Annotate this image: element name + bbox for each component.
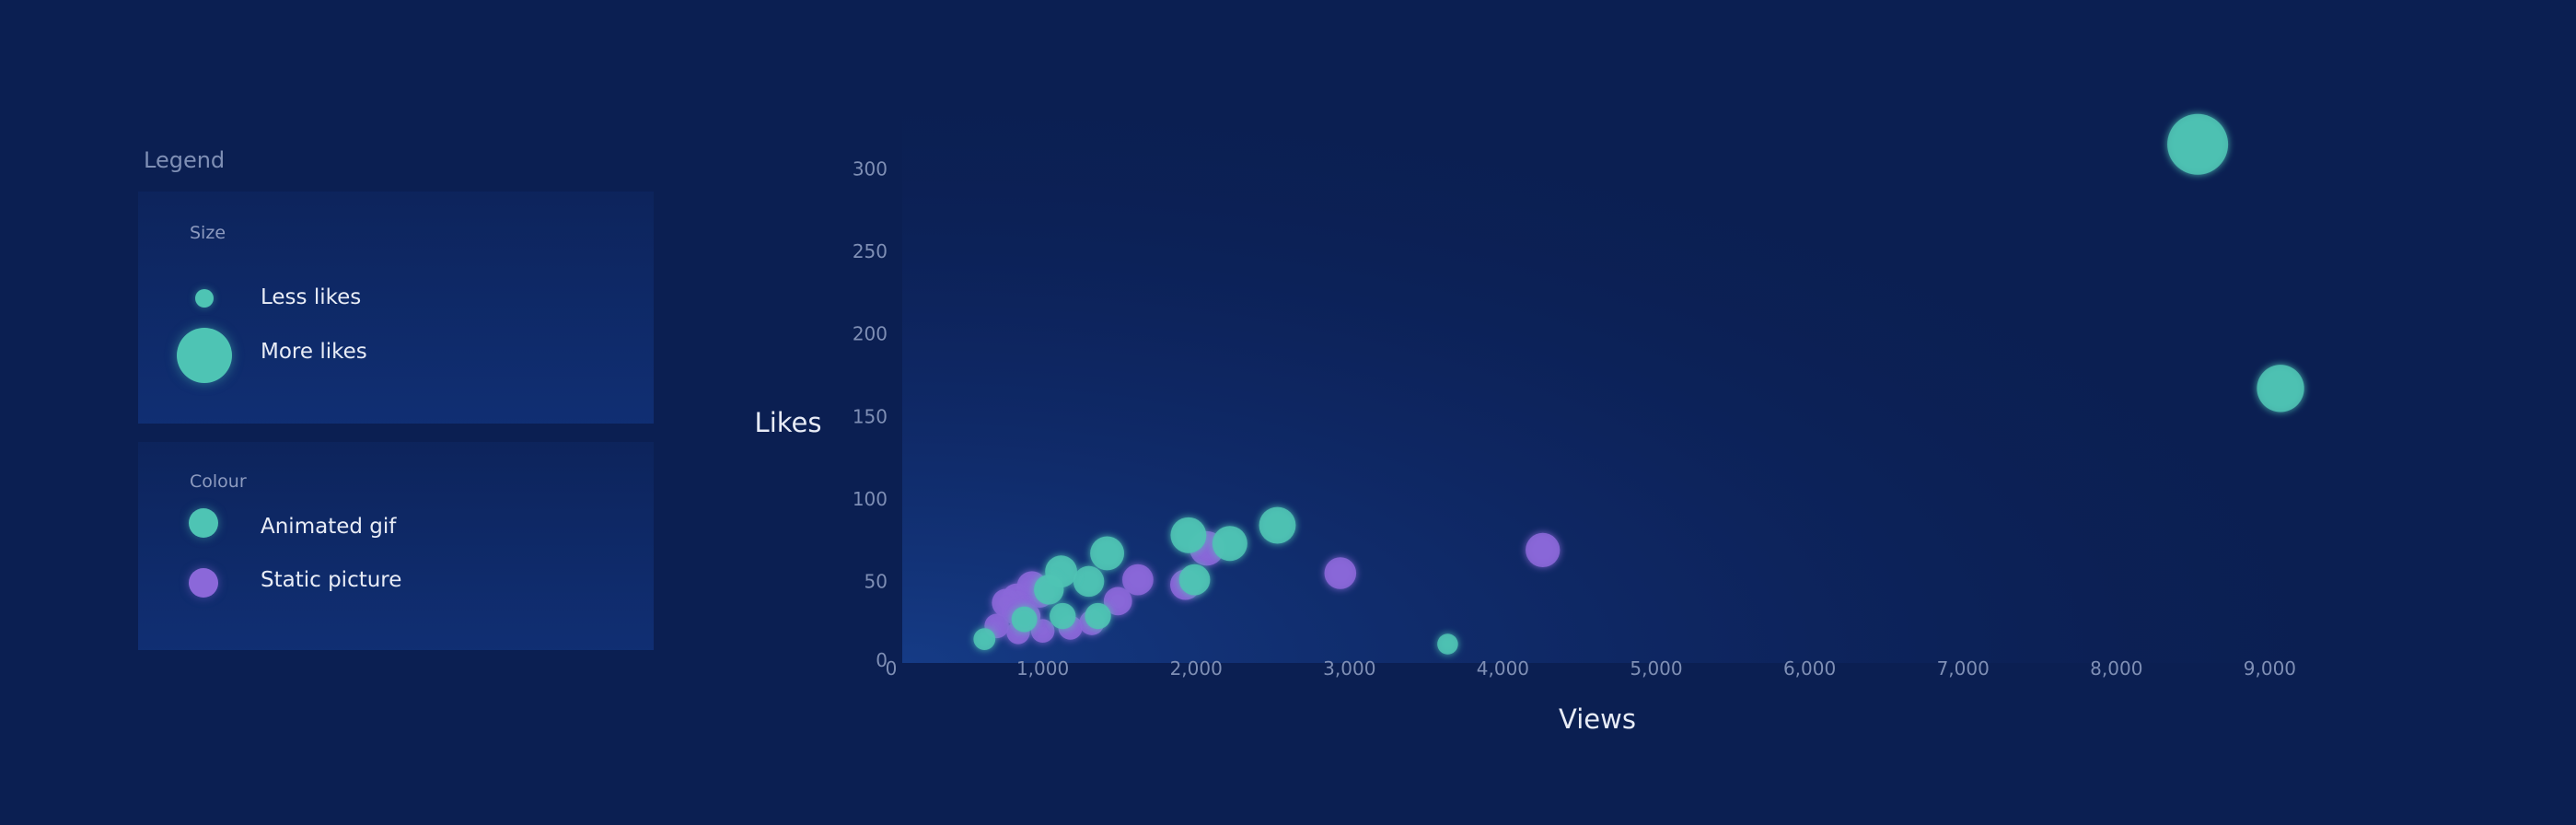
animated-gif-point[interactable] [1170, 517, 1207, 553]
y-tick-label: 100 [853, 488, 888, 510]
x-tick-label: 9,000 [2244, 657, 2296, 680]
animated-gif-point[interactable] [1259, 506, 1296, 544]
less-likes-label: Less likes [261, 285, 362, 309]
legend-colour-section: Colour Animated gif Static picture [138, 442, 654, 650]
animated-gif-point[interactable] [1085, 602, 1111, 630]
y-tick-label: 150 [853, 405, 888, 427]
legend: Legend Size Less likes More likes Colour… [138, 138, 654, 654]
animated-gif-dot-icon [189, 508, 218, 538]
x-axis-label: Views [1559, 703, 1636, 735]
animated-gif-point[interactable] [1212, 526, 1247, 562]
x-tick-label: 1,000 [1016, 657, 1069, 680]
animated-gif-point[interactable] [1034, 575, 1064, 605]
animated-gif-point[interactable] [1073, 565, 1105, 598]
y-axis-label: Likes [755, 407, 822, 438]
static-picture-point[interactable] [1526, 532, 1561, 568]
animated-gif-point[interactable] [1178, 564, 1211, 596]
data-points [973, 113, 2304, 655]
y-tick-label: 200 [853, 323, 888, 345]
legend-size-title: Size [190, 223, 226, 243]
x-tick-label: 3,000 [1323, 657, 1375, 680]
less-likes-dot-icon [195, 289, 214, 308]
y-tick-label: 250 [853, 240, 888, 262]
animated-gif-point[interactable] [1050, 602, 1076, 630]
static-picture-point[interactable] [1122, 564, 1154, 596]
static-picture-point[interactable] [1324, 557, 1357, 589]
animated-gif-point[interactable] [2257, 365, 2304, 412]
animated-gif-point[interactable] [1011, 606, 1038, 633]
animated-gif-point[interactable] [2167, 113, 2229, 175]
more-likes-label: More likes [261, 340, 367, 364]
static-picture-point[interactable] [1103, 587, 1132, 616]
x-tick-label: 4,000 [1477, 657, 1529, 680]
animated-gif-point[interactable] [1090, 536, 1125, 571]
animated-gif-label: Animated gif [261, 515, 397, 539]
x-tick-label: 8,000 [2090, 657, 2142, 680]
y-axis-ticks: 50 100 150 200 250 300 [853, 158, 888, 593]
legend-title: Legend [144, 147, 226, 173]
y-tick-label: 50 [864, 570, 888, 592]
y-tick-label: 300 [853, 158, 888, 180]
x-axis-ticks: 1,000 2,000 3,000 4,000 5,000 6,000 7,000 8,000… [1016, 657, 2296, 680]
plot-background [902, 28, 2513, 663]
legend-colour-title: Colour [190, 471, 247, 492]
x-tick-label: 2,000 [1170, 657, 1223, 680]
legend-size-section: Size Less likes More likes [138, 192, 654, 424]
x-tick-label: 7,000 [1937, 657, 1990, 680]
static-picture-label: Static picture [261, 568, 402, 592]
animated-gif-point[interactable] [973, 628, 996, 651]
x-tick-label: 5,000 [1630, 657, 1682, 680]
more-likes-dot-icon [177, 328, 232, 383]
animated-gif-point[interactable] [1437, 633, 1458, 655]
x-origin-label: 0 [886, 657, 898, 680]
x-tick-label: 6,000 [1783, 657, 1836, 680]
y-origin-label: 0 [876, 649, 888, 671]
static-picture-dot-icon [189, 568, 218, 598]
